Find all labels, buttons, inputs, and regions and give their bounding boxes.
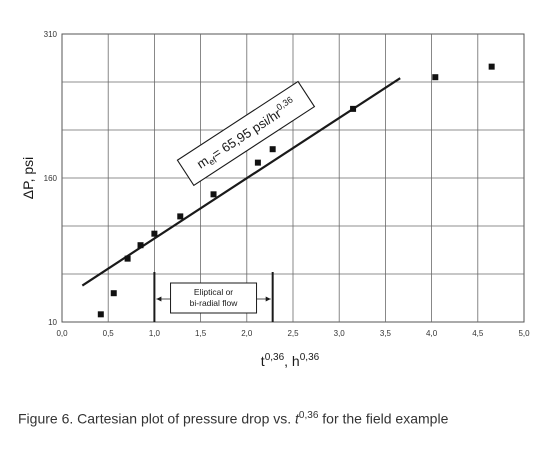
y-tick-label: 310 (44, 30, 58, 39)
region-arrow-head-left (156, 296, 162, 302)
y-tick-label: 10 (48, 318, 57, 327)
y-tick-label: 160 (44, 174, 58, 183)
region-arrow-head-right (265, 296, 271, 302)
data-point (254, 159, 261, 166)
x-tick-label: 0,0 (56, 329, 68, 338)
x-tick-label: 4,0 (426, 329, 438, 338)
x-tick-labels: 0,0 0,5 1,0 1,5 2,0 2,5 3,0 3,5 4,0 4,5 5,0 (56, 329, 530, 338)
data-point (488, 63, 495, 70)
chart: 0,0 0,5 1,0 1,5 2,0 2,5 3,0 3,5 4,0 4,5 5,0 10 160 3… (20, 30, 530, 369)
grid-lines (62, 34, 524, 322)
region-label-line: Eliptical or (194, 287, 233, 297)
region-label-box (170, 282, 258, 314)
x-tick-label: 4,5 (472, 329, 484, 338)
y-tick-labels: 10 160 310 (44, 30, 58, 327)
x-tick-label: 5,0 (518, 329, 530, 338)
x-tick-label: 0,5 (103, 329, 115, 338)
data-points (97, 63, 495, 318)
data-point (432, 74, 439, 81)
x-tick-label: 1,0 (149, 329, 161, 338)
data-point (124, 255, 131, 262)
x-tick-label: 3,5 (380, 329, 392, 338)
data-point (210, 191, 217, 198)
x-tick-label: 2,5 (287, 329, 299, 338)
figure-caption: Figure 6. Cartesian plot of pressure dro… (18, 410, 449, 427)
x-tick-label: 1,5 (195, 329, 207, 338)
x-tick-label: 3,0 (334, 329, 346, 338)
data-point (110, 290, 117, 297)
fit-line (81, 77, 401, 287)
x-tick-label: 2,0 (241, 329, 253, 338)
slope-annotation-box (176, 80, 316, 187)
data-point (97, 311, 104, 318)
x-axis-label: t0,36, h0,36 (261, 352, 320, 369)
region-label-line: bi-radial flow (190, 298, 239, 308)
data-point (137, 242, 144, 249)
data-point (350, 105, 357, 112)
data-point (151, 230, 158, 237)
y-axis-label: ΔP, psi (20, 157, 36, 200)
data-point (269, 146, 276, 153)
data-point (177, 213, 184, 220)
